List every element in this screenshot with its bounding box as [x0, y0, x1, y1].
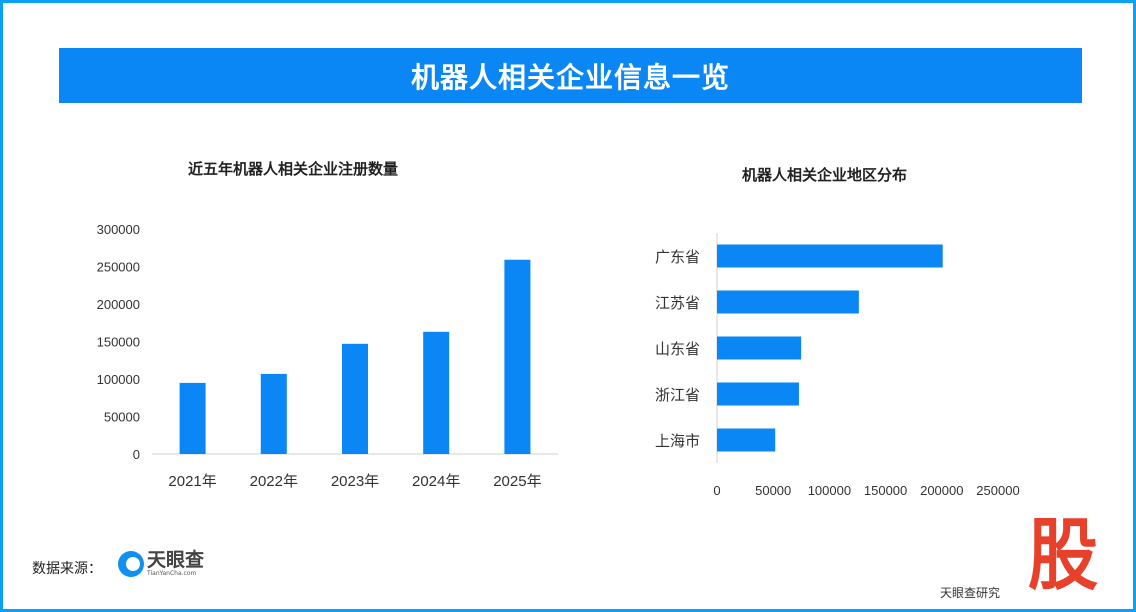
logo-icon	[118, 551, 144, 577]
bar-浙江省	[717, 382, 799, 406]
bar-2024年	[423, 331, 450, 454]
y-tick-label: 300000	[97, 222, 140, 237]
x-tick-label: 100000	[808, 483, 851, 498]
x-tick-label: 2021年	[168, 473, 216, 490]
bar-山东省	[717, 336, 802, 360]
watermark-logo: 股	[1027, 511, 1099, 601]
y-tick-label: 250000	[97, 260, 140, 275]
region-bar-chart: 0 50000 100000 150000 200000 250000 广东省江苏省山东省浙…	[655, 233, 1020, 498]
y-tick-label: 200000	[97, 297, 140, 312]
page-title: 机器人相关企业信息一览	[59, 48, 1082, 103]
data-source-label: 数据来源：	[32, 561, 102, 577]
bar-江苏省	[717, 290, 859, 314]
y-tick-label: 上海市	[655, 433, 700, 450]
bar-2023年	[342, 343, 368, 454]
bar-2025年	[504, 259, 531, 454]
logo-sub: TianYanCha.com	[147, 570, 197, 577]
y-tick-label: 江苏省	[655, 295, 700, 312]
x-tick-label: 250000	[976, 483, 1019, 498]
x-tick-label: 2025年	[493, 473, 541, 490]
x-tick-label: 50000	[755, 483, 791, 498]
bar-2021年	[179, 382, 206, 454]
registration-bar-chart: 0 50000 100000 150000 200000 250000 300000 2021…	[97, 222, 558, 490]
bar-上海市	[717, 428, 776, 452]
tianyancha-logo: 天眼查 TianYanCha.com	[118, 550, 204, 578]
bar-广东省	[717, 244, 943, 268]
x-tick-label: 2023年	[331, 473, 379, 490]
y-tick-label: 50000	[104, 410, 140, 425]
x-tick-label: 2024年	[412, 473, 460, 490]
right-chart-title: 机器人相关企业地区分布	[742, 166, 908, 184]
y-tick-label: 0	[133, 447, 140, 462]
y-tick-label: 浙江省	[655, 387, 700, 404]
x-tick-label: 2022年	[250, 473, 298, 490]
x-tick-label: 200000	[920, 483, 963, 498]
left-chart-title: 近五年机器人相关企业注册数量	[188, 160, 399, 178]
y-tick-label: 150000	[97, 335, 140, 350]
x-tick-label: 150000	[864, 483, 907, 498]
y-tick-label: 广东省	[655, 249, 700, 266]
bar-2022年	[260, 373, 287, 454]
y-tick-label: 山东省	[655, 341, 700, 358]
logo-name: 天眼查	[147, 549, 205, 571]
x-tick-label: 0	[713, 483, 720, 498]
watermark-sub: 天眼查研究	[940, 586, 1001, 600]
y-tick-label: 100000	[97, 372, 140, 387]
